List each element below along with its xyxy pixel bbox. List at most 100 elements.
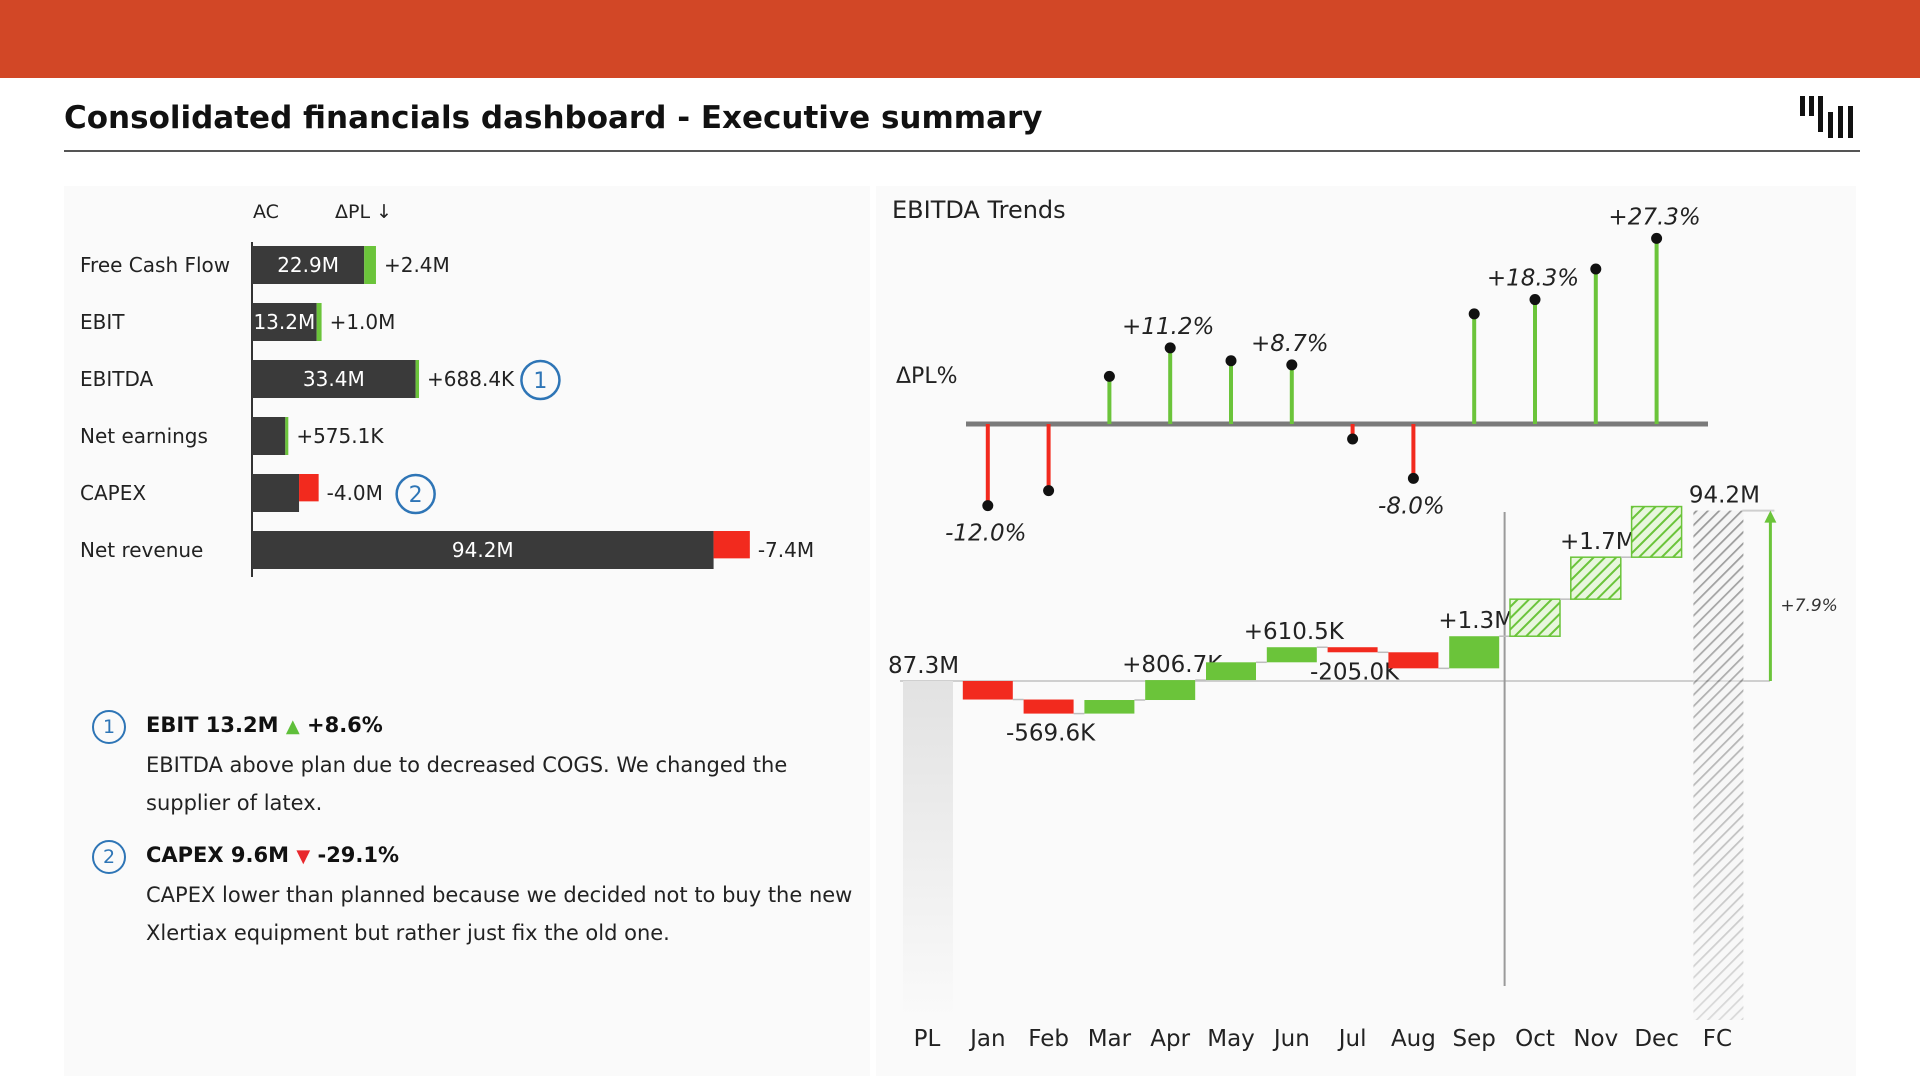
waterfall-category-label: Jan — [968, 1026, 1005, 1052]
waterfall-delta-bar — [1509, 598, 1561, 637]
lollipop-ylabel: ΔPL% — [896, 364, 957, 389]
kpi-delta-bar — [713, 531, 750, 559]
waterfall-delta-label: -569.6K — [1006, 721, 1096, 747]
lollipop-dot — [1407, 472, 1419, 484]
brand-logo-icon — [1800, 96, 1853, 138]
lollipop-dot — [1103, 370, 1115, 382]
waterfall-category-label: Apr — [1150, 1026, 1190, 1052]
waterfall-delta-label: +610.5K — [1244, 619, 1345, 645]
waterfall-delta-label: +1.7M — [1560, 529, 1636, 555]
kpi-delta-value: +575.1K — [296, 424, 384, 448]
kpi-ac-bar — [252, 246, 365, 284]
kpi-category-label: CAPEX — [80, 481, 146, 505]
lollipop-dot — [1468, 308, 1480, 320]
note-1-heading: EBIT 13.2M ▲ +8.6% — [146, 706, 876, 746]
kpi-note-marker — [520, 359, 561, 401]
kpi-category-label: Net revenue — [80, 538, 203, 562]
title-divider — [64, 150, 1860, 152]
kpi-delta-value: +2.4M — [384, 253, 450, 277]
lollipop-value-label: +27.3% — [1608, 204, 1700, 230]
kpi-delta-bar — [415, 360, 420, 398]
note-2-title: CAPEX 9.6M — [146, 843, 290, 867]
kpi-ac-bar — [252, 531, 714, 569]
triangle-up-icon: ▲ — [285, 716, 300, 737]
kpi-delta-bar — [364, 246, 376, 284]
kpi-delta-value: +688.4K — [427, 367, 515, 391]
waterfall-pl-bar — [903, 681, 953, 1020]
kpi-delta-bar — [299, 474, 319, 502]
note-1-change: +8.6% — [306, 713, 383, 737]
waterfall-category-label: Nov — [1573, 1026, 1618, 1052]
waterfall-end-label: 94.2M — [1689, 483, 1760, 509]
change-arrow-head-icon — [1764, 510, 1777, 523]
waterfall-delta-bar — [1266, 647, 1317, 663]
kpi-note-marker — [395, 473, 436, 515]
notes-section: 1 EBIT 13.2M ▲ +8.6% EBITDA above plan d… — [86, 706, 876, 966]
kpi-ac-value: 94.2M — [452, 538, 514, 562]
kpi-panel — [64, 186, 870, 1076]
kpi-ac-value: 33.4M — [303, 367, 365, 391]
kpi-delta-value: -7.4M — [758, 538, 814, 562]
waterfall-category-label: Feb — [1028, 1026, 1069, 1052]
lollipop-value-label: +18.3% — [1487, 266, 1579, 292]
lollipop-value-label: -8.0% — [1378, 493, 1445, 519]
lollipop-value-label: +8.7% — [1251, 331, 1329, 357]
waterfall-category-label: Jul — [1337, 1026, 1367, 1052]
waterfall-delta-label: +1.3M — [1438, 608, 1514, 634]
waterfall-fc-bar — [1693, 510, 1744, 1020]
kpi-ac-bar — [252, 417, 286, 455]
waterfall-category-label: May — [1207, 1026, 1255, 1052]
waterfall-delta-bar — [1630, 505, 1683, 558]
kpi-ac-bar — [252, 474, 300, 512]
kpi-category-label: EBITDA — [80, 367, 154, 391]
note-1: 1 EBIT 13.2M ▲ +8.6% EBITDA above plan d… — [86, 706, 876, 822]
note-2-text: CAPEX lower than planned because we deci… — [146, 883, 853, 945]
note-2-heading: CAPEX 9.6M ▼ -29.1% — [146, 836, 876, 876]
lollipop-dot — [1651, 232, 1663, 244]
lollipop-dot — [1529, 294, 1541, 306]
waterfall-category-label: FC — [1703, 1026, 1732, 1052]
note-1-text: EBITDA above plan due to decreased COGS.… — [146, 753, 788, 815]
waterfall-delta-bar — [962, 681, 1013, 700]
header-bar — [0, 0, 1920, 78]
waterfall-category-label: PL — [914, 1026, 941, 1052]
lollipop-value-label: -12.0% — [945, 521, 1026, 547]
lollipop-dot — [1043, 485, 1055, 497]
trend-chart-title: EBITDA Trends — [892, 196, 1066, 224]
lollipop-dot — [1286, 359, 1298, 371]
lollipop-dot — [1347, 433, 1359, 445]
waterfall-delta-bar — [1145, 680, 1196, 701]
kpi-note-marker-label: 1 — [533, 369, 547, 394]
lollipop-dot — [982, 500, 994, 512]
page-title: Consolidated financials dashboard - Exec… — [64, 100, 1043, 136]
note-2: 2 CAPEX 9.6M ▼ -29.1% CAPEX lower than p… — [86, 836, 876, 952]
waterfall-delta-label: -205.0K — [1310, 659, 1400, 685]
kpi-ac-value: 22.9M — [277, 253, 339, 277]
kpi-category-label: Free Cash Flow — [80, 253, 230, 277]
kpi-delta-bar — [316, 303, 322, 341]
waterfall-category-label: Aug — [1391, 1026, 1436, 1052]
waterfall-category-label: Sep — [1453, 1026, 1496, 1052]
kpi-category-label: Net earnings — [80, 424, 208, 448]
lollipop-dot — [1225, 355, 1237, 367]
triangle-down-icon: ▼ — [296, 846, 311, 867]
kpi-ac-value: 13.2M — [253, 310, 315, 334]
kpi-ac-bar — [252, 303, 317, 341]
kpi-category-label: EBIT — [80, 310, 125, 334]
trend-panel — [876, 186, 1856, 1076]
waterfall-delta-bar — [1449, 636, 1500, 669]
kpi-delta-bar — [285, 417, 289, 455]
waterfall-delta-bar — [1206, 662, 1256, 681]
column-header-ac: AC — [253, 201, 279, 223]
kpi-ac-bar — [252, 360, 416, 398]
kpi-delta-value: +1.0M — [330, 310, 396, 334]
waterfall-category-label: Oct — [1515, 1026, 1555, 1052]
waterfall-category-label: Jun — [1272, 1026, 1310, 1052]
note-1-title: EBIT 13.2M — [146, 713, 279, 737]
waterfall-change-label: +7.9% — [1780, 596, 1837, 616]
waterfall-delta-bar — [1327, 647, 1378, 653]
waterfall-start-label: 87.3M — [888, 653, 959, 679]
kpi-note-marker-label: 2 — [409, 483, 423, 508]
waterfall-delta-bar — [1570, 556, 1622, 600]
